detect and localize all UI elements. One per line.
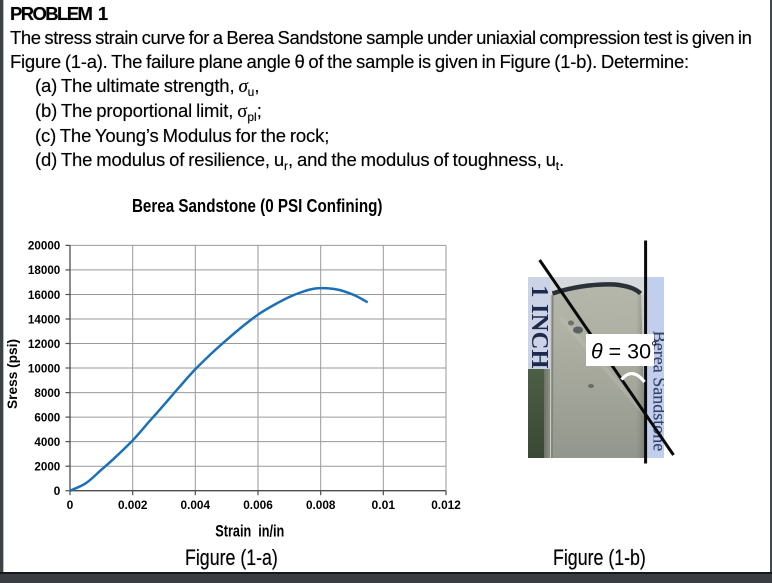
svg-text:2000: 2000 <box>34 460 60 474</box>
svg-text:Strain in/in: Strain in/in <box>215 522 284 541</box>
svg-text:0: 0 <box>54 484 61 498</box>
svg-text:Sress (psi): Sress (psi) <box>5 339 20 409</box>
svg-text:20000: 20000 <box>28 239 61 253</box>
svg-text:4000: 4000 <box>34 435 60 449</box>
svg-text:14000: 14000 <box>28 312 61 326</box>
svg-text:12000: 12000 <box>28 337 61 351</box>
svg-text:10000: 10000 <box>28 361 61 375</box>
svg-text:0.01: 0.01 <box>372 498 396 512</box>
svg-text:0.006: 0.006 <box>243 498 273 512</box>
svg-text:Berea Sandstone (0 PSI Confini: Berea Sandstone (0 PSI Confining) <box>132 196 383 216</box>
svg-text:0.008: 0.008 <box>306 498 336 512</box>
svg-text:0: 0 <box>67 498 74 512</box>
svg-text:0.012: 0.012 <box>431 498 461 512</box>
svg-text:θ = 30°: θ = 30° <box>591 339 657 364</box>
svg-text:6000: 6000 <box>34 410 60 424</box>
svg-text:0.004: 0.004 <box>181 498 211 512</box>
svg-text:18000: 18000 <box>28 263 61 277</box>
svg-text:16000: 16000 <box>28 288 61 302</box>
svg-text:8000: 8000 <box>34 386 60 400</box>
svg-text:0.002: 0.002 <box>118 498 148 512</box>
